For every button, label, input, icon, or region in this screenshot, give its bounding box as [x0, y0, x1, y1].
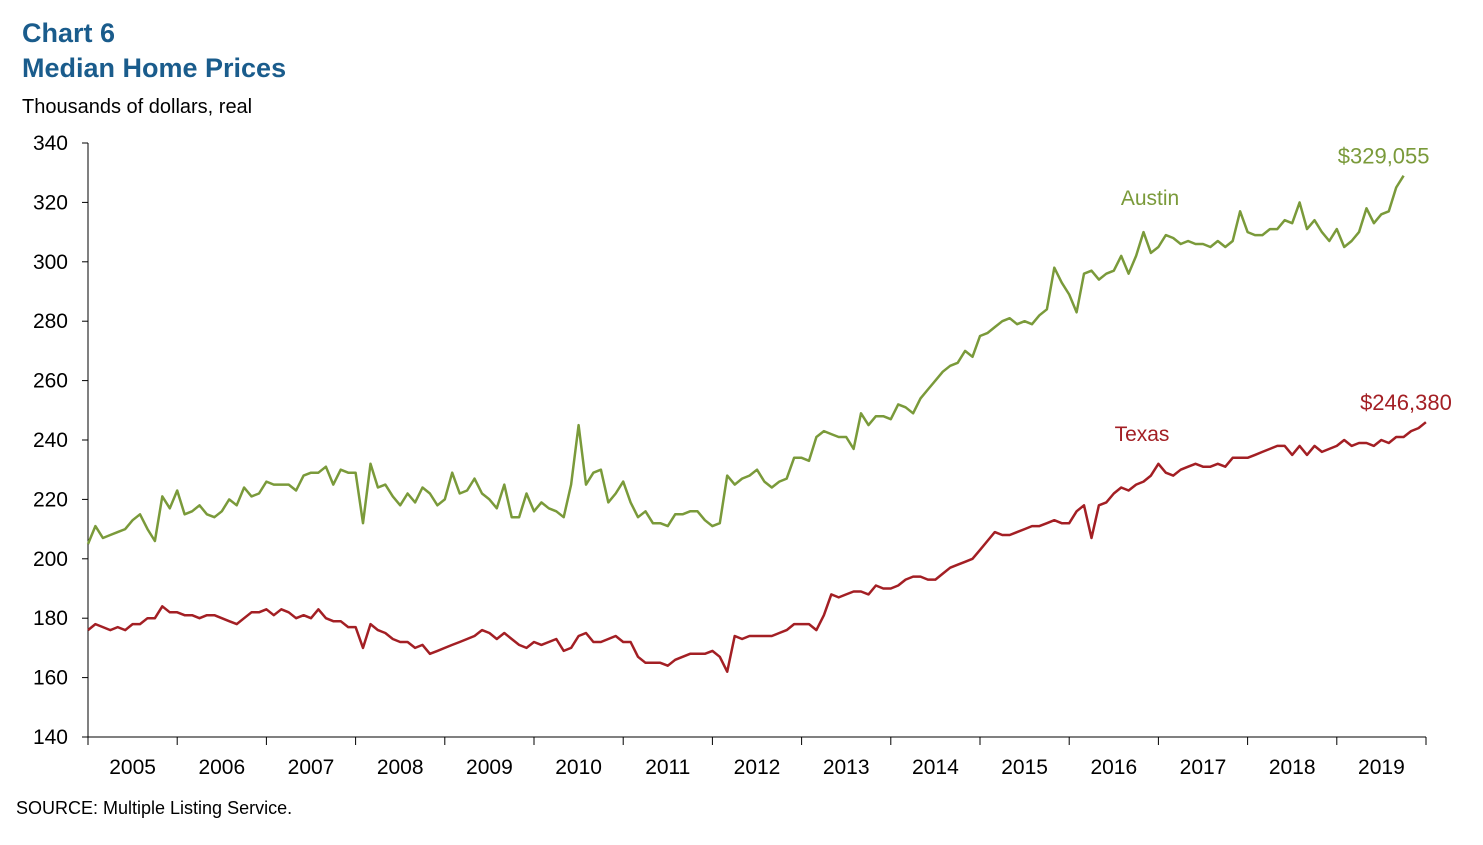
y-tick-label: 340 — [33, 132, 68, 155]
series-line-texas — [87, 421, 1427, 673]
x-tick-label: 2009 — [466, 756, 513, 779]
tick-labels: 140 160 180 200 220 240 260 280 300 320 340 2005 200… — [33, 132, 1405, 779]
series-name-austin: Austin — [1121, 187, 1179, 210]
y-tick-label: 300 — [33, 251, 68, 274]
source-note: SOURCE: Multiple Listing Service. — [16, 798, 293, 818]
x-tick-label: 2013 — [823, 756, 870, 779]
x-tick-label: 2018 — [1269, 756, 1316, 779]
series-lines — [86, 175, 1427, 673]
y-tick-label: 200 — [33, 548, 68, 571]
x-tick-label: 2012 — [734, 756, 781, 779]
x-tick-label: 2016 — [1090, 756, 1137, 779]
y-tick-label: 320 — [33, 191, 68, 214]
y-tick-label: 220 — [33, 488, 68, 511]
line-chart: 140 160 180 200 220 240 260 280 300 320 340 2005 200… — [33, 132, 1452, 779]
x-tick-label: 2005 — [109, 756, 156, 779]
y-tick-label: 240 — [33, 429, 68, 452]
x-tick-label: 2014 — [912, 756, 959, 779]
x-tick-label: 2011 — [645, 756, 690, 779]
x-tick-label: 2019 — [1358, 756, 1405, 779]
y-axis-units-label: Thousands of dollars, real — [22, 96, 253, 118]
series-name-texas: Texas — [1115, 423, 1170, 446]
x-tick-label: 2017 — [1180, 756, 1227, 779]
x-tick-label: 2015 — [1001, 756, 1048, 779]
series-end-label-austin: $329,055 — [1338, 144, 1430, 169]
axes — [82, 142, 1427, 745]
chart-title: Median Home Prices — [22, 53, 287, 83]
x-tick-label: 2010 — [555, 756, 602, 779]
x-tick-label: 2007 — [288, 756, 335, 779]
series-end-label-texas: $246,380 — [1360, 390, 1452, 415]
series-line-austin — [86, 175, 1405, 545]
series-labels: Austin $329,055 Texas $246,380 — [1115, 144, 1452, 446]
y-tick-label: 260 — [33, 370, 68, 393]
x-tick-label: 2008 — [377, 756, 424, 779]
x-tick-label: 2006 — [198, 756, 245, 779]
chart-label: Chart 6 — [22, 18, 116, 48]
y-tick-label: 280 — [33, 310, 68, 333]
y-tick-label: 140 — [33, 726, 68, 749]
y-tick-label: 180 — [33, 607, 68, 630]
y-tick-label: 160 — [33, 667, 68, 690]
